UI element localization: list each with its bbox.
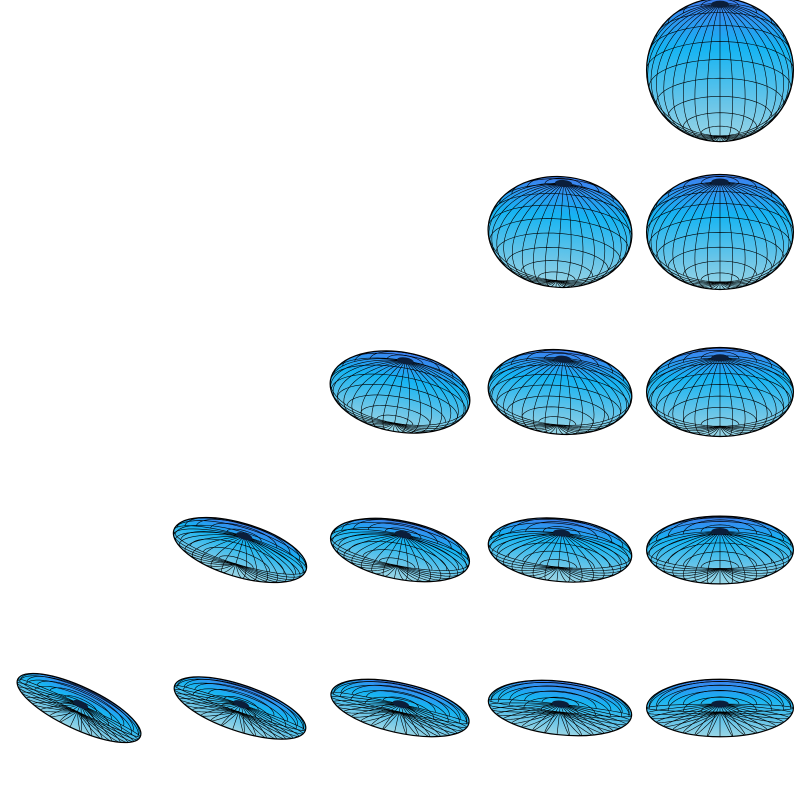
ellipsoid-r5-c4: [487, 679, 633, 737]
ellipsoid-pole: [394, 530, 412, 539]
ellipsoid-r3-c4: [487, 348, 633, 436]
ellipsoid-r4-c3: [329, 517, 471, 583]
ellipsoid-pole: [554, 355, 572, 363]
ellipsoid-wireframe: [330, 679, 470, 737]
ellipsoid-wireframe: [329, 350, 471, 434]
ellipsoid-pole: [73, 699, 89, 710]
ellipsoid-wireframe: [488, 680, 632, 736]
ellipsoid-r2-c4: [487, 175, 633, 289]
ellipsoid-pole: [233, 700, 250, 709]
ellipsoid-pole: [551, 700, 570, 708]
ellipsoid-r4-c4: [487, 517, 633, 583]
ellipsoid-pole: [711, 0, 729, 8]
ellipsoid-pole: [392, 700, 410, 708]
ellipsoid-wireframe: [173, 676, 307, 740]
ellipsoid-pole: [711, 527, 729, 536]
ellipsoid-r5-c3: [330, 678, 470, 738]
ellipsoid-r4-c2: [172, 516, 308, 584]
ellipsoid-r5-c5: [645, 678, 795, 738]
ellipsoid-r5-c2: [173, 676, 307, 740]
ellipsoid-wireframe: [487, 176, 633, 288]
ellipsoid-r4-c5: [645, 515, 795, 585]
ellipsoid-r5-c1: [16, 672, 142, 744]
ellipsoid-r1-c5: [645, 0, 795, 143]
ellipsoid-pole: [554, 179, 573, 188]
ellipsoid-r2-c5: [645, 173, 795, 291]
ellipsoid-pole: [236, 532, 253, 541]
ellipsoid-wireframe: [646, 174, 794, 290]
ellipsoid-pole: [553, 529, 571, 537]
ellipsoid-r3-c5: [645, 346, 795, 438]
ellipsoid-pole: [711, 354, 729, 362]
ellipsoid-pole: [397, 357, 414, 365]
ellipsoid-r3-c3: [329, 350, 471, 434]
ellipsoid-wireframe: [173, 517, 307, 583]
ellipsoid-wireframe: [646, 347, 794, 437]
ellipsoid-pole: [711, 700, 729, 708]
ellipsoid-pole: [711, 178, 729, 186]
ellipsoid-wireframe: [646, 679, 794, 737]
